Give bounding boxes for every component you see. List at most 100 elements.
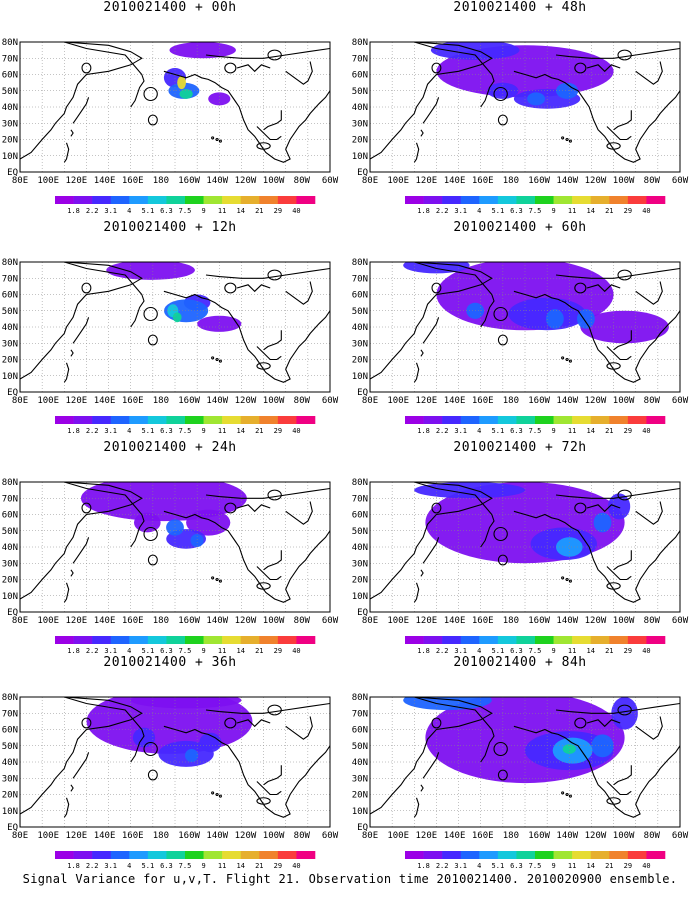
colorbar-swatch (296, 416, 316, 424)
colorbar-swatch (572, 416, 592, 424)
lon-tick-label: 180 (503, 396, 519, 406)
map-panel-60h: 2010021400 + 60h EQ 10N 20N 30N 40N 50N 60N 70N… (350, 220, 690, 445)
colorbar-label: 14 (236, 207, 244, 215)
colorbar-label: 29 (624, 207, 632, 215)
colorbar-label: 3.1 (104, 427, 117, 435)
variance-contour (106, 262, 195, 280)
lon-tick-label: 100W (263, 176, 285, 186)
colorbar-swatch (203, 851, 223, 859)
lon-tick-label: 120W (235, 396, 257, 406)
coastline (606, 126, 632, 141)
coastline (370, 482, 493, 612)
lon-tick-label: 140W (556, 616, 578, 626)
coastline (606, 566, 632, 581)
colorbar-swatch (535, 196, 554, 204)
coastlines (20, 697, 330, 827)
lat-tick-label: 60N (2, 71, 18, 81)
lat-tick-label: 30N (2, 119, 18, 129)
colorbar-label: 2.2 (436, 427, 449, 435)
colorbar-label: 1.8 (67, 427, 80, 435)
lat-tick-label: 80N (352, 38, 368, 48)
island (215, 792, 219, 797)
lon-tick-label: 160E (122, 616, 144, 626)
island (497, 334, 508, 346)
lat-tick-label: EQ (357, 823, 368, 833)
island (211, 136, 215, 140)
colorbar-swatch (442, 196, 462, 204)
lon-tick-label: 60W (322, 176, 339, 186)
coastline (555, 47, 680, 59)
variance-contour (414, 482, 525, 499)
island (606, 582, 621, 590)
lon-tick-label: 100W (263, 396, 285, 406)
coastline (20, 42, 143, 172)
lat-tick-label: 80N (352, 258, 368, 268)
island (218, 579, 222, 583)
coastline (586, 284, 621, 293)
variance-field (414, 482, 631, 564)
coastline (205, 267, 330, 279)
colorbar-label: 1.8 (417, 647, 430, 655)
colorbar-label: 21 (605, 647, 613, 655)
lat-tick-label: 60N (2, 511, 18, 521)
colorbar-label: 21 (255, 427, 263, 435)
coastline (285, 281, 313, 305)
island (497, 114, 508, 126)
lat-tick-label: 50N (2, 527, 18, 537)
colorbar-label: 21 (255, 862, 263, 870)
colorbar-label: 9 (201, 862, 205, 870)
colorbar-label: 5.1 (492, 207, 505, 215)
coastline (64, 482, 145, 548)
colorbar-label: 9 (201, 207, 205, 215)
colorbar-label: 1.8 (417, 862, 430, 870)
colorbar-swatch (166, 196, 186, 204)
coastline (606, 346, 632, 361)
panel-plot: EQ 10N 20N 30N 40N 50N 60N 70N 80N 80E 100E 120E 140… (352, 478, 689, 655)
colorbar-swatch (497, 416, 517, 424)
coastline (613, 330, 632, 351)
colorbar-swatch (73, 416, 93, 424)
colorbar-label: 4 (127, 427, 131, 435)
colorbar-label: 2.2 (86, 862, 99, 870)
coastline (370, 262, 493, 392)
colorbar-swatch (627, 416, 647, 424)
lat-tick-label: 80N (2, 258, 18, 268)
colorbar-swatch (277, 196, 297, 204)
colorbar-label: 11 (568, 647, 576, 655)
variance-field (106, 262, 242, 332)
colorbar-swatch (553, 196, 573, 204)
coastline (20, 262, 143, 392)
lon-tick-label: 160E (472, 616, 494, 626)
lon-tick-label: 140E (444, 616, 466, 626)
island (568, 139, 572, 143)
lon-tick-label: 140E (94, 831, 116, 841)
colorbar-label: 6.3 (510, 207, 523, 215)
lon-tick-label: 80E (12, 396, 28, 406)
lon-tick-label: 120E (416, 831, 438, 841)
coastline (285, 716, 313, 740)
coastline (555, 487, 680, 499)
colorbar-label: 2.2 (86, 647, 99, 655)
lat-tick-label: 10N (2, 152, 18, 162)
coastline (236, 719, 271, 728)
colorbar-swatch (92, 636, 112, 644)
colorbar-label: 4 (477, 207, 481, 215)
lon-tick-label: 60W (322, 831, 339, 841)
colorbar-label: 3.1 (454, 862, 467, 870)
island (81, 717, 92, 729)
colorbar-swatch (423, 851, 443, 859)
colorbar-label: 29 (624, 427, 632, 435)
variance-contour (556, 82, 579, 99)
colorbar-swatch (535, 416, 554, 424)
lat-tick-label: 10N (352, 152, 368, 162)
lon-tick-label: 160E (472, 831, 494, 841)
coastline (236, 64, 271, 73)
lon-tick-label: 120W (585, 396, 607, 406)
lat-tick-label: 70N (2, 54, 18, 64)
island (497, 554, 508, 566)
lon-tick-label: 140E (444, 396, 466, 406)
colorbar-label: 14 (586, 862, 594, 870)
colorbar-label: 40 (292, 427, 300, 435)
island (617, 704, 632, 716)
variance-contour (611, 697, 638, 730)
